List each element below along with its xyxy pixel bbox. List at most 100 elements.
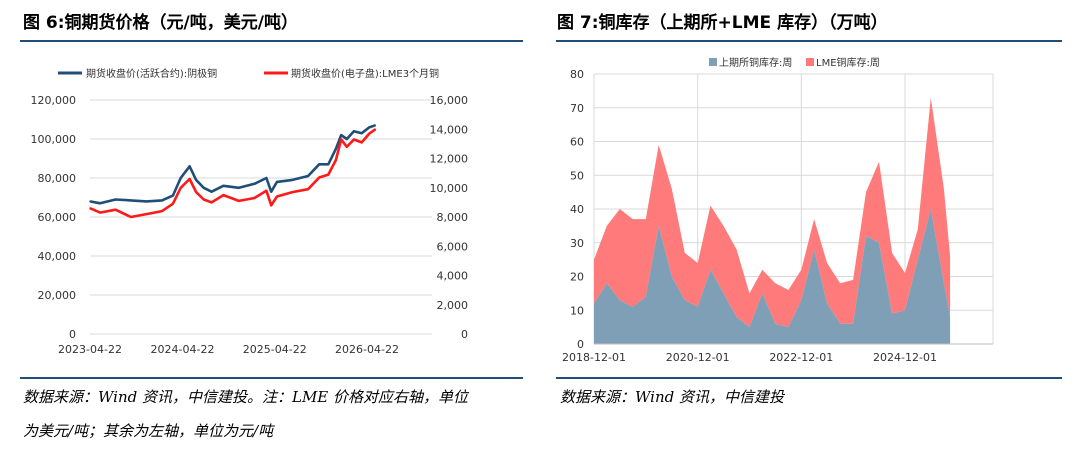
x-tick-label: 2018-12-01 (562, 351, 626, 364)
right-y-tick-label: 0 (461, 328, 468, 341)
data-point (202, 198, 205, 201)
y-tick-label: 30 (570, 237, 584, 250)
data-point (335, 159, 337, 161)
left-y-tick-label: 0 (69, 328, 76, 341)
y-tick-label: 70 (570, 102, 584, 115)
data-point (188, 165, 191, 168)
data-point (210, 201, 213, 204)
data-point (340, 134, 343, 136)
right-y-tick-label: 16,000 (430, 94, 469, 107)
figure-6-title: 图 6:铜期货价格（元/吨，美元/吨） (23, 13, 298, 33)
data-point (360, 141, 363, 144)
left-y-tick-label: 60,000 (38, 211, 77, 224)
data-point (253, 197, 256, 199)
data-point (276, 195, 278, 198)
legend-label: 上期所铜库存:周 (719, 56, 792, 69)
area-series-1 (594, 97, 951, 328)
series-0 (89, 124, 377, 205)
x-tick-label: 2025-04-22 (243, 343, 307, 356)
data-point (172, 203, 174, 205)
data-point (353, 130, 355, 132)
data-point (360, 132, 363, 134)
data-point (374, 124, 377, 127)
top-rule-left (20, 40, 523, 42)
source-note-left-line2: 为美元/吨；其余为左轴，单位为元/吨 (23, 422, 274, 440)
copper-inventory-chart: 0 10 20 30 40 50 60 70 80 2018-12-01 2020-12-01 202… (562, 56, 994, 364)
data-point (99, 211, 101, 214)
right-y-tick-label: 8,000 (437, 211, 469, 224)
data-point (222, 194, 225, 196)
data-point (307, 175, 309, 177)
right-y-tick-label: 14,000 (430, 123, 469, 136)
right-y-tick-label: 6,000 (437, 240, 469, 253)
x-tick-label: 2024-12-01 (873, 351, 937, 364)
data-point (238, 200, 240, 202)
data-point (276, 181, 278, 183)
legend: 上期所铜库存:周 LME铜库存:周 (709, 56, 880, 69)
legend-label: LME铜库存:周 (816, 56, 880, 69)
data-point (89, 207, 91, 209)
data-point (99, 202, 101, 205)
copper-futures-price-chart: 0 20,000 40,000 60,000 80,000 100,000 120,000 0… (31, 67, 469, 356)
data-point (335, 148, 337, 150)
bottom-rule-right (556, 377, 1062, 379)
right-y-tick-label: 2,000 (437, 299, 469, 312)
left-y-tick-label: 120,000 (31, 94, 77, 107)
legend-swatch-shfe (709, 58, 717, 66)
y-tick-label: 10 (570, 304, 584, 317)
data-point (145, 213, 148, 215)
y-tick-label: 60 (570, 136, 584, 149)
data-point (327, 173, 330, 176)
data-point (188, 178, 191, 180)
series-line-1 (89, 128, 377, 219)
data-point (291, 191, 294, 193)
x-tick-label: 2020-12-01 (666, 351, 730, 364)
y-tick-label: 40 (570, 203, 584, 216)
y-tick-label: 0 (577, 338, 584, 351)
data-point (346, 138, 348, 140)
x-tick-label: 2023-04-22 (58, 343, 122, 356)
data-point (368, 126, 371, 129)
top-rule-right (556, 40, 1062, 42)
x-tick-label: 2024-04-22 (151, 343, 215, 356)
data-point (161, 210, 163, 212)
data-point (195, 179, 197, 181)
left-y-tick-label: 20,000 (38, 289, 77, 302)
source-note-right: 数据来源：Wind 资讯，中信建投 (560, 388, 784, 406)
data-point (210, 190, 213, 193)
data-point (270, 190, 272, 193)
data-point (179, 187, 182, 189)
data-point (265, 189, 268, 192)
data-point (368, 132, 371, 135)
x-tick-label: 2026-04-22 (335, 343, 399, 356)
left-y-tick-label: 100,000 (31, 133, 77, 146)
data-point (179, 177, 182, 179)
data-point (307, 188, 309, 190)
data-point (291, 179, 294, 181)
data-point (222, 185, 225, 187)
data-point (145, 200, 148, 203)
legend-label: 期货收盘价(电子盘):LME3个月铜 (291, 67, 439, 80)
data-point (202, 187, 205, 189)
x-tick-label: 2022-12-01 (769, 351, 833, 364)
series-1 (89, 128, 377, 219)
right-y-tick-label: 10,000 (430, 182, 469, 195)
area-series-0 (594, 209, 951, 344)
figure-7-title: 图 7:铜库存（上期所+LME 库存）（万吨） (557, 13, 888, 33)
data-point (318, 163, 321, 166)
left-y-tick-label: 80,000 (38, 172, 77, 185)
y-tick-label: 20 (570, 271, 584, 284)
data-point (265, 177, 268, 179)
data-point (270, 204, 272, 207)
bottom-rule-left (20, 377, 523, 379)
data-point (130, 216, 132, 218)
data-point (130, 199, 132, 202)
y-tick-label: 50 (570, 169, 584, 182)
legend-swatch-lme (806, 58, 814, 66)
legend-label: 期货收盘价(活跃合约):阴极铜 (86, 67, 217, 80)
data-point (353, 138, 355, 141)
data-point (114, 198, 117, 201)
left-y-tick-label: 40,000 (38, 250, 77, 263)
data-point (161, 199, 163, 202)
data-point (346, 146, 348, 148)
